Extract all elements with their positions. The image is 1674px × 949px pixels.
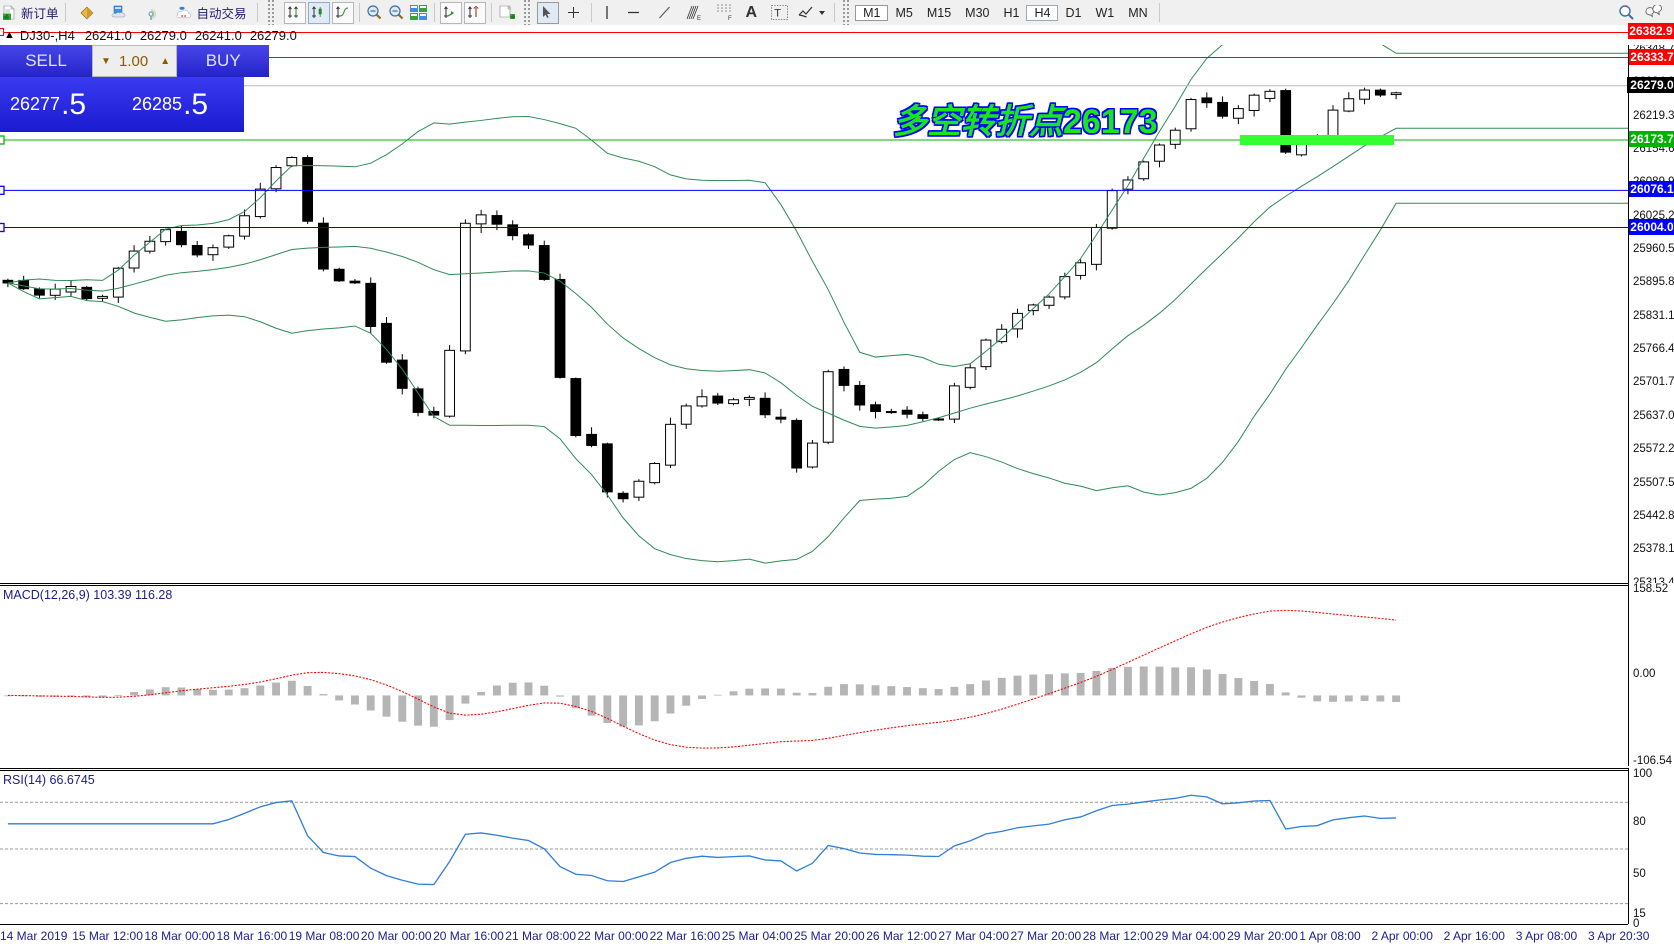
svg-text:E: E bbox=[697, 16, 701, 21]
svg-text:T: T bbox=[774, 8, 781, 20]
svg-text:F: F bbox=[728, 16, 732, 21]
